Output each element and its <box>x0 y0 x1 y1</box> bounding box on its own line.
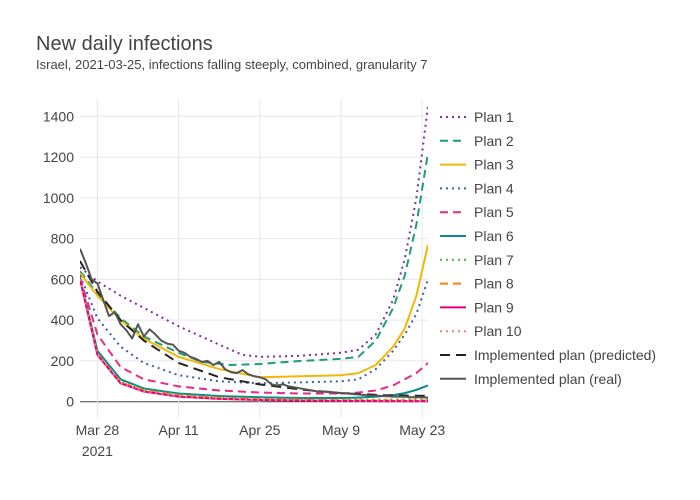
series-line-12 <box>80 248 428 399</box>
legend: Plan 1 Plan 2 Plan 3 Plan 4 Plan 5 Plan 6 Plan… <box>440 109 656 387</box>
y-tick-label: 1400 <box>43 108 74 124</box>
x-axis-ticks: Mar 28 2021 Apr 11 Apr 25 May 9 May 23 <box>76 422 446 459</box>
x-tick-label: May 23 <box>399 422 445 438</box>
x-tick-label: Apr 25 <box>239 422 280 438</box>
legend-item[interactable]: Plan 4 <box>474 180 514 196</box>
chart-subtitle: Israel, 2021-03-25, infections falling s… <box>36 57 427 72</box>
series-line-3 <box>80 244 428 379</box>
series-line-4 <box>80 274 428 385</box>
x-tick-label: Apr 11 <box>158 422 198 438</box>
legend-item[interactable]: Plan 1 <box>474 109 514 125</box>
series-line-8 <box>80 279 428 402</box>
x-tick-sublabel: 2021 <box>82 443 113 459</box>
series-line-7 <box>80 279 428 401</box>
y-tick-label: 400 <box>51 312 75 328</box>
legend-item[interactable]: Plan 2 <box>474 133 514 149</box>
series-lines <box>80 105 428 403</box>
series-line-6 <box>80 278 428 400</box>
x-tick-label: May 9 <box>322 422 360 438</box>
legend-item[interactable]: Implemented plan (predicted) <box>474 347 656 363</box>
y-tick-label: 0 <box>66 394 74 410</box>
series-line-10 <box>80 279 428 402</box>
x-tick-label: Mar 28 <box>76 422 120 438</box>
legend-item[interactable]: Plan 10 <box>474 323 522 339</box>
legend-item[interactable]: Plan 8 <box>474 276 514 292</box>
y-tick-label: 1000 <box>43 190 74 206</box>
legend-item[interactable]: Plan 5 <box>474 204 514 220</box>
legend-item[interactable]: Plan 3 <box>474 157 514 173</box>
y-tick-label: 200 <box>51 353 75 369</box>
y-axis-ticks: 0 200 400 600 800 1000 1200 1400 <box>43 108 74 409</box>
series-line-2 <box>80 152 428 366</box>
grid <box>80 100 428 418</box>
y-tick-label: 800 <box>51 231 75 247</box>
series-line-1 <box>80 105 428 358</box>
y-tick-label: 600 <box>51 271 75 287</box>
chart-title: New daily infections <box>36 33 213 55</box>
y-tick-label: 1200 <box>43 149 74 165</box>
series-line-5 <box>80 277 428 395</box>
legend-item[interactable]: Implemented plan (real) <box>474 371 622 387</box>
legend-item[interactable]: Plan 7 <box>474 252 514 268</box>
legend-item[interactable]: Plan 6 <box>474 228 514 244</box>
legend-item[interactable]: Plan 9 <box>474 299 514 315</box>
